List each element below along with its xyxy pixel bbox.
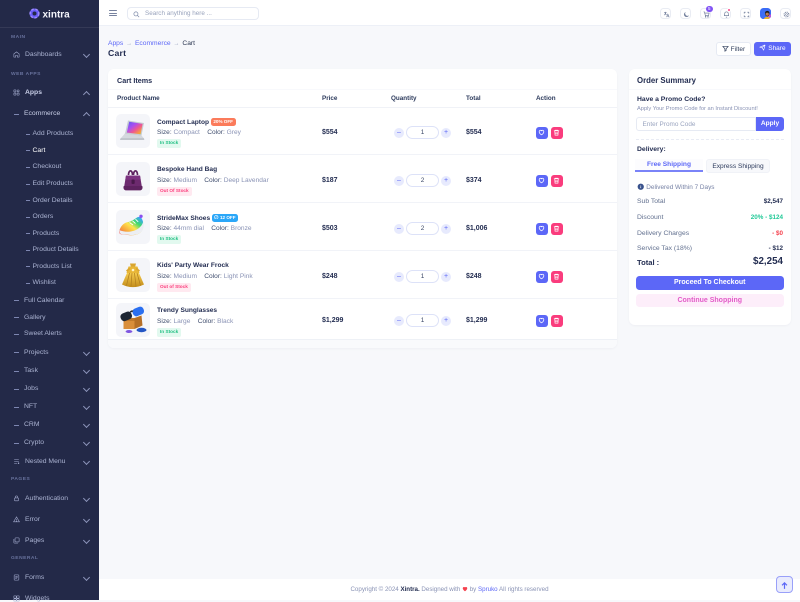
svg-text:xintra: xintra: [43, 9, 71, 20]
